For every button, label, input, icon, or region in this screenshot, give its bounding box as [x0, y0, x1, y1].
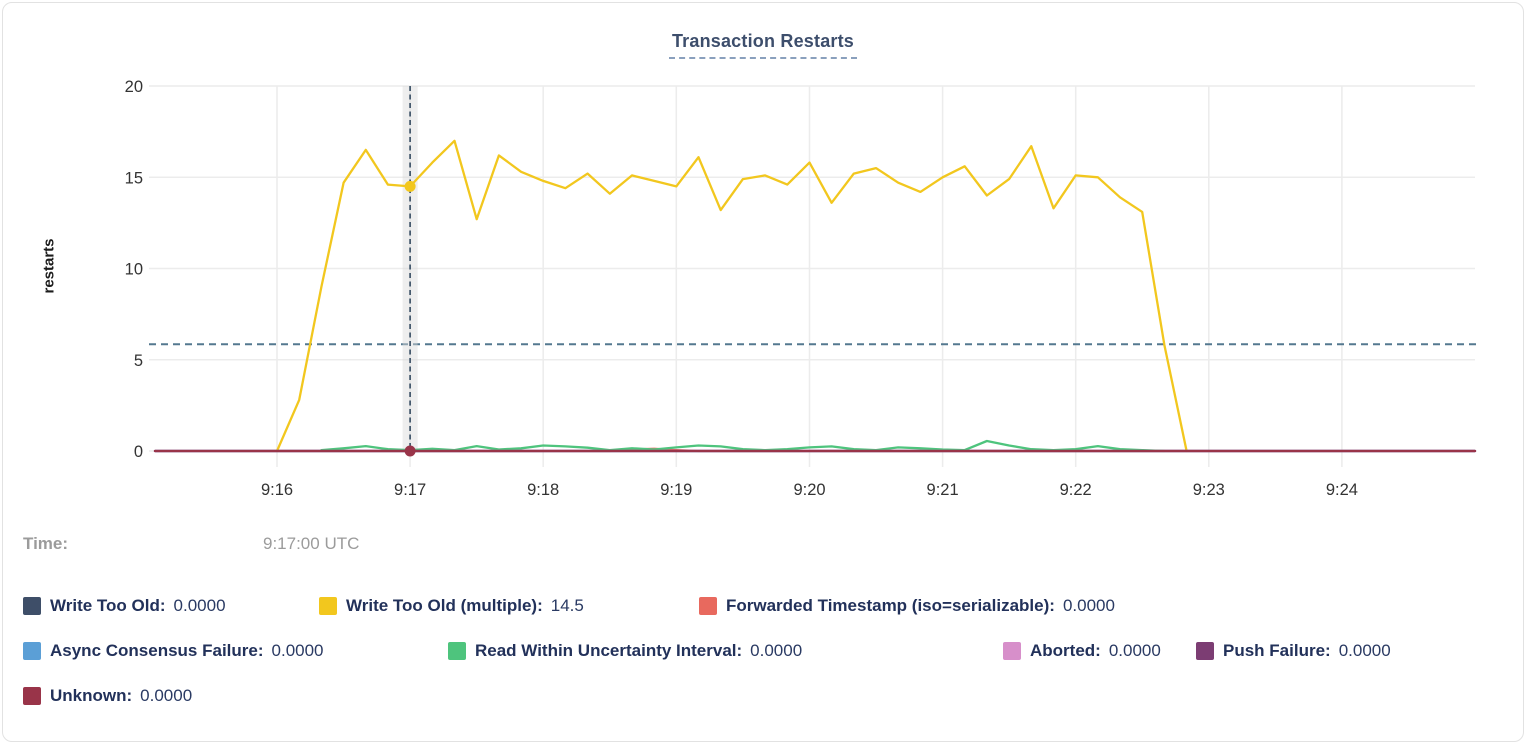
series-line-read-within-uncertainty-interval — [320, 439, 1166, 453]
x-tick-label: 9:24 — [1326, 481, 1358, 499]
legend-item-forwarded-timestamp[interactable]: Forwarded Timestamp (iso=serializable): … — [699, 596, 1115, 616]
legend-swatch — [1196, 642, 1214, 660]
legend-swatch — [699, 597, 717, 615]
x-tick-label: 9:21 — [927, 481, 959, 499]
tooltip-time-row: Time: 9:17:00 UTC — [23, 534, 1503, 560]
legend-row-2: Async Consensus Failure: 0.0000 Read Wit… — [23, 637, 1513, 665]
legend-item-aborted[interactable]: Aborted: 0.0000 — [1003, 641, 1196, 661]
legend-item-unknown[interactable]: Unknown: 0.0000 — [23, 686, 192, 706]
legend-value: 0.0000 — [1062, 596, 1115, 615]
legend-label: Async Consensus Failure: — [50, 641, 264, 660]
legend-swatch — [23, 597, 41, 615]
x-tick-label: 9:16 — [261, 481, 293, 499]
x-tick-label: 9:17 — [394, 481, 426, 499]
line-chart-plot[interactable]: 0 5 10 15 20 9:16 9:17 9:18 9:19 9:20 9:21 9:22 9:23… — [3, 3, 1528, 513]
x-tick-label: 9:23 — [1193, 481, 1225, 499]
y-tick-label: 15 — [125, 169, 143, 187]
y-tick-label: 0 — [134, 443, 143, 461]
y-tick-label: 5 — [134, 352, 143, 370]
legend-swatch — [23, 642, 41, 660]
legend-label: Forwarded Timestamp (iso=serializable): — [726, 596, 1055, 615]
legend-label: Write Too Old (multiple): — [346, 596, 543, 615]
x-tick-label: 9:22 — [1060, 481, 1092, 499]
legend-label: Unknown: — [50, 686, 133, 705]
time-value: 9:17:00 UTC — [263, 534, 360, 553]
hover-dot — [404, 180, 416, 192]
legend-item-read-within-uncertainty[interactable]: Read Within Uncertainty Interval: 0.0000 — [448, 641, 1003, 661]
legend-label: Read Within Uncertainty Interval: — [475, 641, 743, 660]
legend-swatch — [448, 642, 466, 660]
legend-value: 0.0000 — [173, 596, 226, 615]
x-tick-label: 9:18 — [527, 481, 559, 499]
chart-title-text[interactable]: Transaction Restarts — [668, 31, 858, 59]
legend-value: 0.0000 — [750, 641, 803, 660]
y-tick-label: 20 — [125, 78, 143, 96]
y-tick-label: 10 — [125, 261, 143, 279]
legend-item-write-too-old-multiple[interactable]: Write Too Old (multiple): 14.5 — [319, 596, 699, 616]
legend-row-3: Unknown: 0.0000 — [23, 682, 1513, 710]
legend-item-push-failure[interactable]: Push Failure: 0.0000 — [1196, 641, 1391, 661]
legend-value: 0.0000 — [140, 686, 193, 705]
x-tick-label: 9:19 — [660, 481, 692, 499]
legend-label: Write Too Old: — [50, 596, 166, 615]
chart-title: Transaction Restarts — [3, 31, 1523, 59]
legend-swatch — [319, 597, 337, 615]
legend-swatch — [1003, 642, 1021, 660]
legend-value: 0.0000 — [1108, 641, 1161, 660]
legend-label: Aborted: — [1030, 641, 1101, 660]
x-tick-label: 9:20 — [793, 481, 825, 499]
legend-value: 0.0000 — [271, 641, 324, 660]
legend-row-1: Write Too Old: 0.0000 Write Too Old (mul… — [23, 592, 1513, 620]
legend-value: 14.5 — [550, 596, 584, 615]
legend-label: Push Failure: — [1223, 641, 1331, 660]
legend-swatch — [23, 687, 41, 705]
legend-item-async-consensus-failure[interactable]: Async Consensus Failure: 0.0000 — [23, 641, 448, 661]
series-line-write-too-old-multiple- — [275, 139, 1188, 453]
legend-value: 0.0000 — [1338, 641, 1391, 660]
hover-dot — [404, 445, 416, 457]
time-label: Time: — [23, 534, 69, 553]
legend-item-write-too-old[interactable]: Write Too Old: 0.0000 — [23, 596, 319, 616]
